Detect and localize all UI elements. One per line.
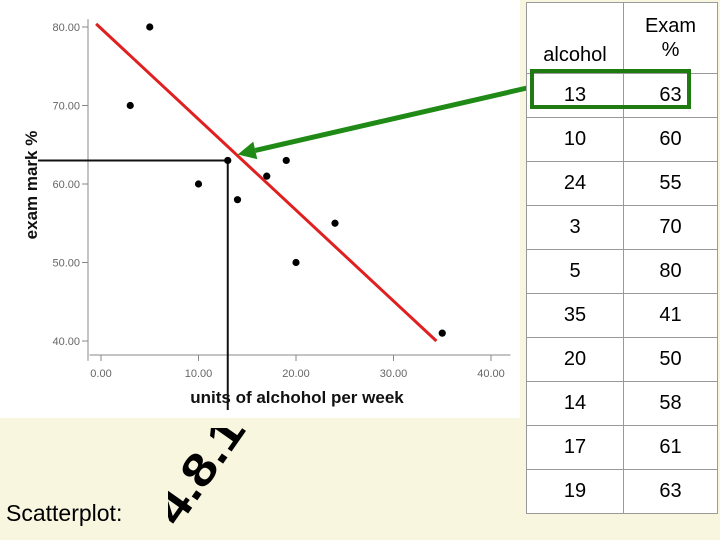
cell-exam: 55	[623, 161, 718, 206]
table-row: 24 55	[526, 161, 718, 206]
header-exam-line: %	[661, 39, 680, 61]
data-point	[331, 219, 339, 227]
cell-exam: 63	[623, 469, 718, 514]
cell-alcohol: 35	[526, 293, 624, 338]
y-tick-label: 80.00	[52, 22, 80, 34]
data-point	[233, 196, 242, 204]
cell-exam: 41	[623, 293, 718, 338]
table-body: 13 63 10 60 24 55 3 70 5 80 35 41 20 50 14 58 17 61 19 63	[526, 73, 718, 514]
x-tick-label: 30.00	[380, 368, 408, 380]
cell-alcohol: 3	[526, 205, 624, 250]
cell-alcohol: 17	[526, 425, 624, 470]
highlight-box	[530, 69, 691, 109]
header-alcohol: alcohol	[526, 2, 624, 74]
pointer-arrow-head	[237, 141, 258, 160]
y-tick-label: 70.00	[52, 101, 80, 113]
data-point	[438, 329, 446, 337]
x-axis-label: units of alchohol per week	[190, 388, 404, 407]
x-tick-label: 10.00	[185, 368, 213, 380]
plot-panel	[0, 0, 520, 418]
data-point	[292, 258, 300, 267]
y-tick-label: 60.00	[52, 179, 80, 191]
table-row: 10 60	[526, 117, 718, 162]
header-exam-line: Exam	[644, 15, 697, 37]
x-tick-label: 0.00	[90, 368, 111, 380]
y-tick-label: 50.00	[52, 258, 80, 270]
cell-alcohol: 5	[526, 249, 624, 294]
pointer-arrow-shaft	[254, 85, 528, 153]
x-tick-label: 40.00	[477, 368, 505, 380]
cell-exam: 80	[623, 249, 718, 294]
data-table: alcohol Exam% 13 63 10 60 24 55 3 70 5 80 35 41 20 50…	[526, 2, 718, 514]
cell-exam: 63	[623, 73, 718, 118]
scatterplot-caption: Scatterplot:	[6, 500, 123, 526]
section-number: 4.8.1	[168, 428, 255, 534]
table-row: 3 70	[526, 205, 718, 250]
y-tick-label: 40.00	[52, 336, 80, 348]
header-exam: Exam%	[623, 2, 718, 74]
data-point	[282, 156, 290, 165]
data-point	[146, 23, 154, 31]
cell-alcohol: 10	[526, 117, 624, 162]
cell-alcohol: 20	[526, 337, 624, 382]
table-row: 17 61	[526, 425, 718, 470]
cell-alcohol: 24	[526, 161, 624, 206]
data-point	[224, 156, 232, 165]
section-number-text: 4.8.1	[168, 428, 255, 534]
cell-exam: 58	[623, 381, 718, 426]
cell-alcohol: 19	[526, 469, 624, 514]
x-tick-label: 20.00	[282, 368, 310, 380]
y-axis-label: exam mark %	[22, 131, 41, 240]
cell-exam: 70	[623, 205, 718, 250]
table-row: 20 50	[526, 337, 718, 382]
table-row: 5 80	[526, 249, 718, 294]
table-row: 19 63	[526, 469, 718, 514]
table-row: 35 41	[526, 293, 718, 338]
cell-alcohol: 14	[526, 381, 624, 426]
table-header-row: alcohol Exam%	[526, 2, 718, 74]
table-row: 14 58	[526, 381, 718, 426]
cell-exam: 61	[623, 425, 718, 470]
cell-exam: 50	[623, 337, 718, 382]
data-point	[194, 180, 203, 188]
data-point	[126, 101, 134, 110]
data-point	[263, 172, 271, 180]
trend-line	[95, 22, 438, 343]
cell-exam: 60	[623, 117, 718, 162]
